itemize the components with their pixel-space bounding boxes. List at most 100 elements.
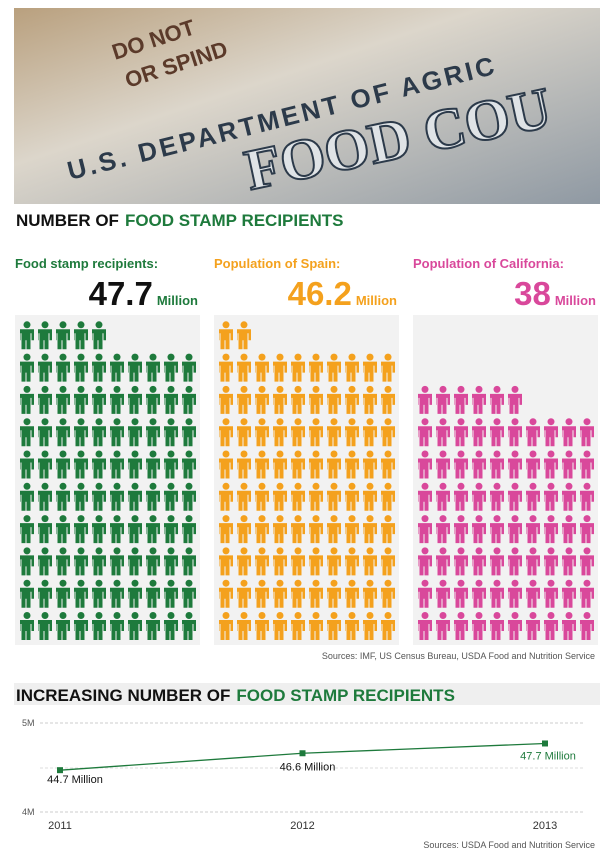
icon-head [149,450,157,458]
icon-head [149,482,157,490]
icon-head [167,612,175,619]
person-icon [38,579,52,608]
icon-head [185,482,193,490]
icon-head [312,482,320,490]
icon-body [20,458,34,479]
icon-head [384,547,392,555]
icon-head [312,579,320,587]
icon-head [149,515,157,523]
person-icon [255,515,269,544]
icon-body [345,393,359,414]
icon-head [330,612,338,619]
icon-body [327,523,341,544]
value-unit: Million [555,293,596,308]
person-icon [219,547,233,576]
icon-body [381,426,395,447]
icon-head [475,482,483,490]
icon-body [74,426,88,447]
person-icon [490,482,504,511]
icon-head [493,547,501,555]
icon-body [490,620,504,640]
icon-body [219,555,233,576]
person-icon [508,482,522,511]
icon-head [511,579,519,587]
value-unit: Million [157,293,198,308]
icon-head [222,579,230,587]
icon-body [255,523,269,544]
person-icon [164,385,178,414]
icon-head [258,353,266,361]
icon-body [345,458,359,479]
icon-body [381,393,395,414]
icon-body [164,361,178,382]
person-icon [490,612,504,640]
icon-head [113,482,121,490]
person-icon [472,385,486,414]
icon-body [38,329,52,350]
icon-body [508,490,522,511]
person-icon [38,321,52,350]
icon-body [146,393,160,414]
icon-head [366,482,374,490]
person-icon [74,321,88,350]
icon-body [490,458,504,479]
person-icon [255,385,269,414]
icon-head [294,579,302,587]
person-icon [219,353,233,382]
icon-head [330,482,338,490]
icon-body [110,620,124,640]
icon-body [56,361,70,382]
person-icon [146,353,160,382]
icon-head [421,385,429,393]
banner-photo [14,8,600,204]
person-icon [472,450,486,479]
person-icon [74,418,88,447]
icon-head [41,579,49,587]
icon-head [23,353,31,361]
icon-body [164,458,178,479]
icon-head [59,547,67,555]
icon-head [77,612,85,619]
icon-body [237,490,251,511]
person-icon [544,418,558,447]
icon-body [20,620,34,640]
icon-body [255,361,269,382]
person-icon [273,418,287,447]
icon-head [113,612,121,619]
icon-body [345,620,359,640]
icon-body [508,555,522,576]
icon-head [330,353,338,361]
person-icon [20,515,34,544]
person-icon [345,547,359,576]
icon-body [219,490,233,511]
icon-body [526,523,540,544]
icon-body [508,523,522,544]
icon-body [237,393,251,414]
icon-body [381,458,395,479]
icon-head [583,450,591,458]
person-icon [508,450,522,479]
person-icon [436,385,450,414]
person-icon [92,482,106,511]
icon-body [363,523,377,544]
icon-head [312,612,320,619]
icon-body [562,523,576,544]
icon-head [366,612,374,619]
icon-head [348,482,356,490]
icon-head [113,353,121,361]
icon-head [475,612,483,619]
icon-body [146,426,160,447]
icon-head [366,547,374,555]
icon-body [327,393,341,414]
icon-head [565,579,573,587]
icon-body [454,490,468,511]
icon-head [312,450,320,458]
icon-body [219,426,233,447]
icon-body [490,426,504,447]
icon-body [327,458,341,479]
icon-body [454,426,468,447]
icon-head [240,385,248,393]
person-icon [255,482,269,511]
title-part: INCREASING NUMBER OF [16,686,230,705]
person-icon [580,515,594,544]
